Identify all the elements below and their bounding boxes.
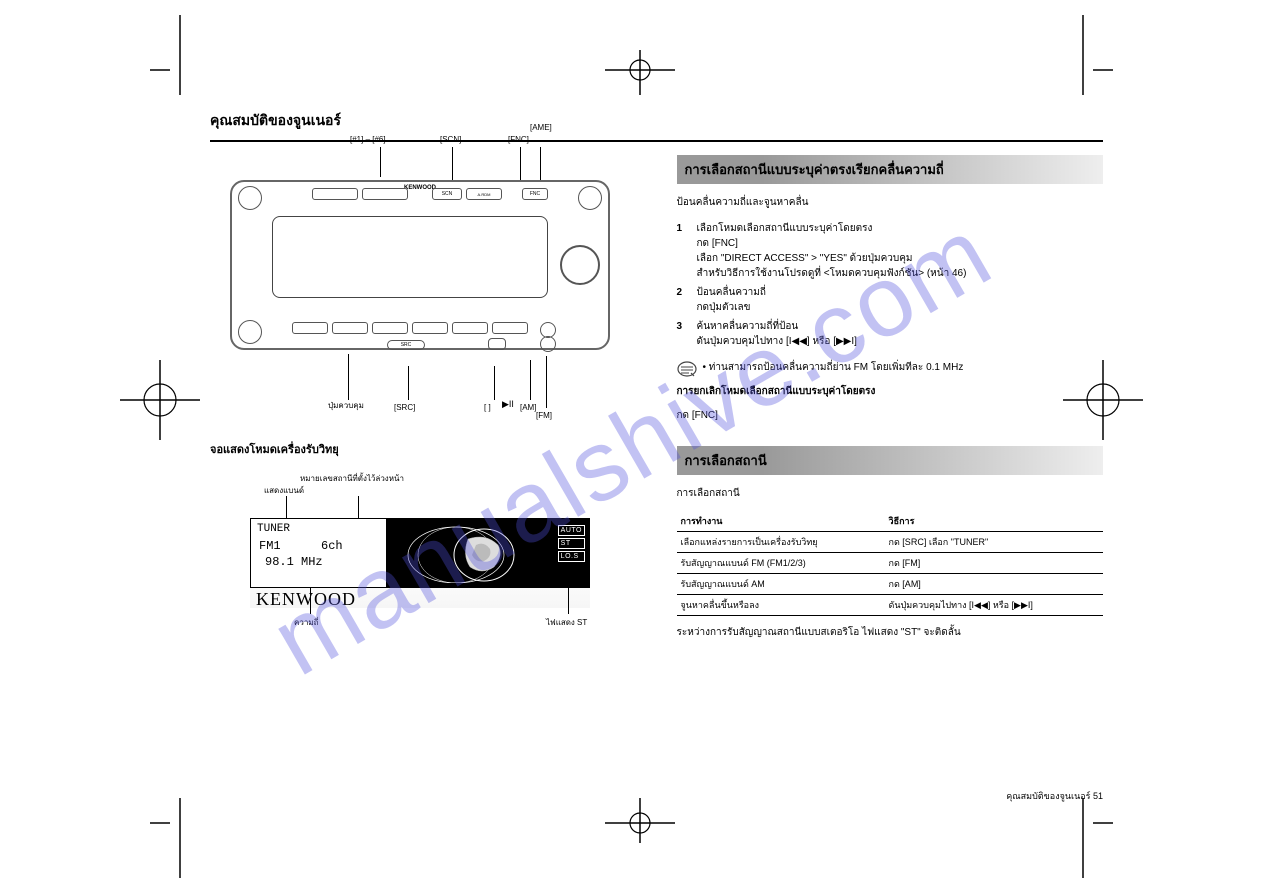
s1-cancel-head: การยกเลิกโหมดเลือกสถานีแบบระบุค่าโดยตรง: [677, 385, 1104, 400]
lbl-st: ไฟแสดง ST: [546, 616, 587, 629]
scn-btn[interactable]: SCN: [432, 188, 462, 200]
s1-steps: 1เลือกโหมดเลือกสถานีแบบระบุค่าโดยตรง กด …: [677, 221, 1104, 349]
table-row: จูนหาคลื่นขึ้นหรือลงดันปุ่มควบคุมไปทาง […: [677, 595, 1104, 616]
lbl-band: แสดงแบนด์: [264, 484, 304, 497]
step3: ค้นหาคลื่นความถี่ที่ป้อน ดันปุ่มควบคุมไป…: [697, 319, 857, 349]
page-section-title: คุณสมบัติของจูนเนอร์: [210, 110, 341, 132]
display-block: แสดงแบนด์ หมายเลขสถานีที่ตั้งไว้ล่วงหน้า…: [250, 518, 590, 608]
ame-btn[interactable]: [578, 186, 602, 210]
step2: ป้อนคลื่นความถี่ กดปุ่มตัวเลข: [697, 285, 766, 315]
s1-intro: ป้อนคลื่นความถี่และจูนหาคลื่น: [677, 196, 1104, 211]
s1-note: • ท่านสามารถป้อนคลื่นความถี่ย่าน FM โดยเ…: [703, 361, 964, 376]
top-btn-1[interactable]: [312, 188, 358, 200]
device-screen: [272, 216, 548, 298]
callout-fnc: [FNC]: [508, 135, 529, 144]
preset-3[interactable]: [372, 322, 408, 334]
page-content: คุณสมบัติของจูนเนอร์ [#1] – [#6] [SCN] […: [150, 100, 1113, 793]
callout-fm: [FM]: [536, 411, 552, 420]
am-btn[interactable]: [540, 336, 556, 352]
preset-6[interactable]: [492, 322, 528, 334]
display-subhead: จอแสดงโหมดเครื่องรับวิทยุ: [210, 440, 637, 458]
disp-line2r: 6ch: [321, 539, 343, 553]
disp-brand: KENWOOD: [256, 589, 356, 610]
section-tuning: การเลือกสถานี: [677, 446, 1104, 475]
s2-note: ระหว่างการรับสัญญาณสถานีแบบสเตอริโอ ไฟแส…: [677, 626, 1104, 641]
table-row: เลือกแหล่งรายการเป็นเครื่องรับวิทยุกด [S…: [677, 532, 1104, 553]
th-op: การทำงาน: [677, 511, 885, 532]
callout-scn: [SCN]: [440, 135, 461, 144]
table-row: รับสัญญาณแบนด์ AMกด [AM]: [677, 574, 1104, 595]
src-btn[interactable]: SRC: [387, 340, 425, 350]
ind-st: ST: [558, 538, 585, 549]
callout-src: [SRC]: [394, 403, 415, 412]
ardm-btn[interactable]: A.RDM: [466, 188, 502, 200]
disp-line2l: FM1: [259, 539, 281, 553]
ind-los: LO.S: [558, 551, 585, 562]
tuning-table: การทำงาน วิธีการ เลือกแหล่งรายการเป็นเคร…: [677, 511, 1104, 616]
globe-graphic: [406, 525, 526, 583]
top-rule: [210, 140, 1103, 142]
play-pause-btn[interactable]: [488, 338, 506, 350]
section-direct-access: การเลือกสถานีแบบระบุค่าตรงเรียกคลื่นความ…: [677, 155, 1104, 184]
lbl-preset: หมายเลขสถานีที่ตั้งไว้ล่วงหน้า: [300, 472, 404, 485]
bottom-left-btn[interactable]: [238, 320, 262, 344]
preset-4[interactable]: [412, 322, 448, 334]
note-icon: [677, 361, 697, 377]
th-method: วิธีการ: [885, 511, 1103, 532]
callout-playpause: [ ]: [484, 403, 491, 412]
preset-1[interactable]: [292, 322, 328, 334]
s2-intro: การเลือกสถานี: [677, 487, 1104, 502]
step1: เลือกโหมดเลือกสถานีแบบระบุค่าโดยตรง กด […: [697, 221, 967, 281]
control-knob[interactable]: [560, 245, 600, 285]
fnc-btn[interactable]: FNC: [522, 188, 548, 200]
preset-5[interactable]: [452, 322, 488, 334]
right-column: การเลือกสถานีแบบระบุค่าตรงเรียกคลื่นความ…: [677, 155, 1104, 783]
s1-cancel: กด [FNC]: [677, 409, 1104, 424]
table-row: รับสัญญาณแบนด์ FM (FM1/2/3)กด [FM]: [677, 553, 1104, 574]
ind-auto: AUTO: [558, 525, 585, 536]
callout-control: ปุ่มควบคุม: [328, 399, 364, 412]
callout-ame: [AME]: [530, 123, 552, 132]
display-indicators: AUTO ST LO.S: [558, 525, 585, 562]
device-illustration: [#1] – [#6] [SCN] [FNC] [AME] KENWOOD SC…: [230, 165, 610, 360]
lbl-freq: ความถี่: [294, 616, 318, 629]
device-body: KENWOOD SCN A.RDM FNC: [230, 180, 610, 350]
disp-line1: TUNER: [257, 523, 290, 535]
top-btn-2[interactable]: [362, 188, 408, 200]
display-strip: TUNER FM1 6ch 98.1 MHz AUTO ST: [250, 518, 590, 588]
callout-am: [AM]: [520, 403, 536, 412]
play-pause-glyph: ▶II: [502, 399, 514, 410]
left-column: [#1] – [#6] [SCN] [FNC] [AME] KENWOOD SC…: [210, 155, 637, 783]
callout-presets: [#1] – [#6]: [350, 135, 386, 144]
eject-btn[interactable]: [238, 186, 262, 210]
disp-line3: 98.1 MHz: [265, 555, 323, 569]
preset-2[interactable]: [332, 322, 368, 334]
page-footer: คุณสมบัติของจูนเนอร์ 51: [1006, 789, 1103, 803]
